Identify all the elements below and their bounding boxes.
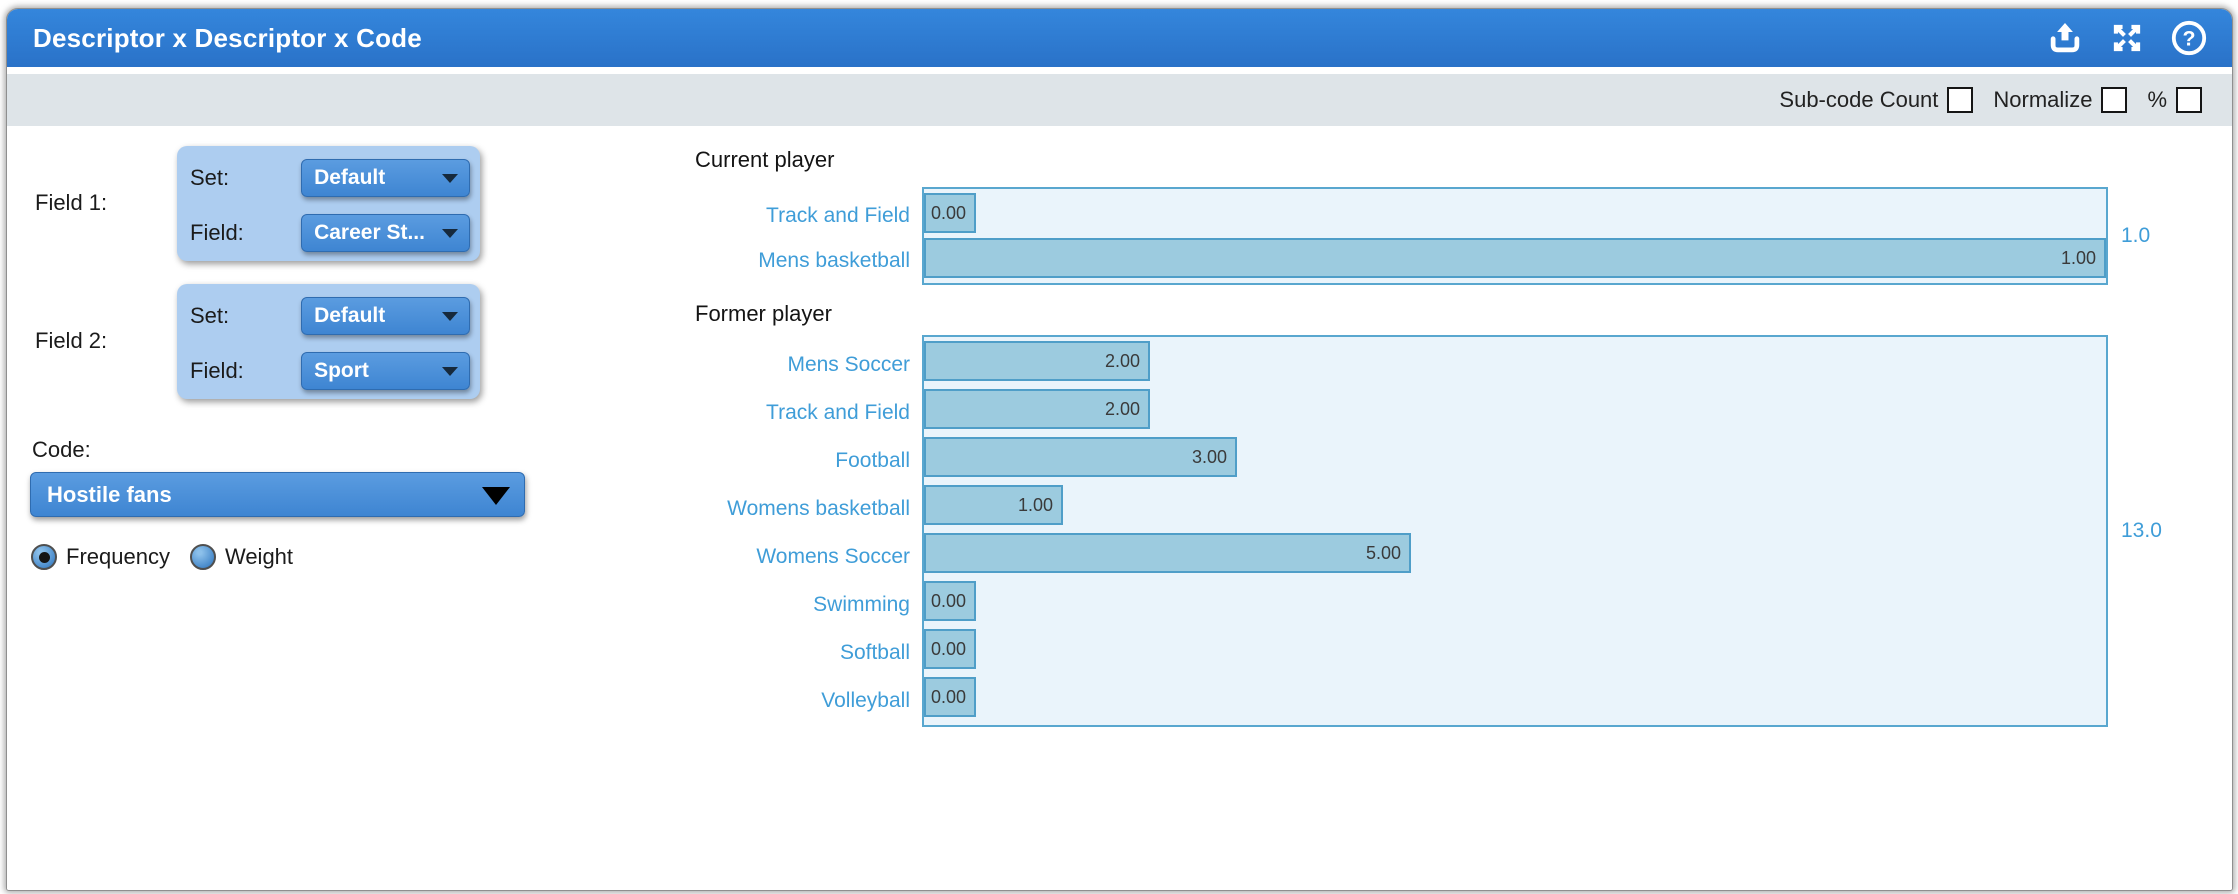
bar[interactable]: 5.00 xyxy=(924,533,1411,573)
measure-options: Frequency Weight xyxy=(31,544,313,570)
plot-area: 2.00 2.00 3.00 1.00 5.00 0.00 0.00 0.00 13.0 xyxy=(922,335,2162,727)
field1-box: Set: Default Field: Career St... xyxy=(177,146,480,261)
plot-area: 0.00 1.00 1.0 xyxy=(922,187,2150,285)
field2-set-label: Set: xyxy=(190,303,230,328)
chevron-down-icon xyxy=(442,367,458,376)
bar[interactable]: 3.00 xyxy=(924,437,1237,477)
radio-dot xyxy=(38,551,50,563)
radio-button[interactable] xyxy=(31,544,57,570)
group-label: Former player xyxy=(695,301,832,326)
field2-field-value: Sport xyxy=(314,359,369,382)
category-label: Softball xyxy=(839,641,910,664)
checkbox[interactable] xyxy=(2176,87,2202,113)
bar-value-label: 0.00 xyxy=(930,638,966,659)
group-total-label: 1.0 xyxy=(2121,224,2151,247)
field1-set-value: Default xyxy=(314,166,386,189)
field1-set-dropdown[interactable]: Default xyxy=(301,159,470,197)
bar[interactable]: 0.00 xyxy=(924,677,976,717)
field1-field-dropdown[interactable]: Career St... xyxy=(301,214,470,252)
checkbox-label: Sub-code Count xyxy=(1779,87,1939,112)
bar[interactable]: 0.00 xyxy=(924,629,976,669)
chevron-down-icon xyxy=(442,174,458,183)
chart-group: Current player Track and Field Mens basket… xyxy=(597,146,2217,285)
radio-label: Weight xyxy=(224,544,294,569)
bar-value-label: 5.00 xyxy=(1365,542,1401,563)
chevron-down-icon xyxy=(442,229,458,238)
category-label: Football xyxy=(835,449,910,472)
chevron-down-icon xyxy=(442,312,458,321)
category-labels: Mens Soccer Track and Field Football Womens… xyxy=(597,335,922,727)
bar-value-label: 3.00 xyxy=(1191,446,1227,467)
bar-value-label: 1.00 xyxy=(1017,494,1053,515)
category-label: Womens basketball xyxy=(727,497,910,520)
titlebar: Descriptor x Descriptor x Code ? xyxy=(7,9,2232,67)
field2-box: Set: Default Field: Sport xyxy=(177,284,480,399)
field2-field-label: Field: xyxy=(190,358,244,383)
toolbar: Sub-code Count Normalize% xyxy=(7,67,2232,126)
bar[interactable]: 2.00 xyxy=(924,341,1150,381)
field2-label: Field 2: xyxy=(35,328,108,353)
field2-set-value: Default xyxy=(314,304,386,327)
bar-value-label: 2.00 xyxy=(1104,398,1140,419)
field2-set-dropdown[interactable]: Default xyxy=(301,297,470,335)
chevron-down-icon xyxy=(482,486,510,505)
toolbar-checkbox-item: % xyxy=(2147,87,2202,113)
toolbar-checkbox-item: Sub-code Count xyxy=(1779,87,1974,113)
category-label: Womens Soccer xyxy=(756,545,910,568)
field1-label: Field 1: xyxy=(35,190,108,215)
category-label: Track and Field xyxy=(766,203,910,227)
field2-field-dropdown[interactable]: Sport xyxy=(301,352,470,390)
group-total-label: 13.0 xyxy=(2121,519,2162,542)
export-icon[interactable] xyxy=(2046,19,2084,57)
code-value: Hostile fans xyxy=(47,481,172,507)
content-area: Field 1: Set: Default Field: Career St..… xyxy=(7,126,2232,890)
field1-field-value: Career St... xyxy=(314,221,425,244)
help-icon[interactable]: ? xyxy=(2170,19,2208,57)
bar-value-label: 0.00 xyxy=(930,686,966,707)
bar[interactable]: 0.00 xyxy=(924,193,976,233)
category-labels: Track and Field Mens basketball xyxy=(597,187,922,285)
toolbar-checkbox-item: Normalize xyxy=(1993,87,2128,113)
checkbox-label: % xyxy=(2147,87,2167,112)
category-label: Mens Soccer xyxy=(787,353,910,376)
checkbox-label: Normalize xyxy=(1993,87,2093,112)
bar-value-label: 0.00 xyxy=(930,590,966,611)
chart-group: Former player Mens Soccer Track and Field F… xyxy=(597,300,2217,727)
svg-text:?: ? xyxy=(2182,27,2195,51)
bar[interactable]: 1.00 xyxy=(924,485,1063,525)
group-label: Current player xyxy=(695,147,835,172)
category-label: Track and Field xyxy=(766,401,910,424)
bar[interactable]: 0.00 xyxy=(924,581,976,621)
field1-set-label: Set: xyxy=(190,165,230,190)
field1-field-label: Field: xyxy=(190,220,244,245)
category-label: Swimming xyxy=(813,593,910,616)
bar-value-label: 2.00 xyxy=(1104,350,1140,371)
radio-button[interactable] xyxy=(189,544,216,570)
bar-value-label: 1.00 xyxy=(2060,247,2096,268)
bar[interactable]: 2.00 xyxy=(924,389,1150,429)
expand-icon[interactable] xyxy=(2108,19,2146,57)
category-label: Mens basketball xyxy=(758,248,910,272)
bar-value-label: 0.00 xyxy=(930,202,966,223)
radio-label: Frequency xyxy=(66,544,170,569)
checkbox[interactable] xyxy=(1947,87,1974,113)
bar[interactable]: 1.00 xyxy=(924,238,2106,278)
code-label: Code: xyxy=(32,437,91,462)
category-label: Volleyball xyxy=(821,689,910,712)
window-title: Descriptor x Descriptor x Code xyxy=(33,22,422,53)
descriptor-window: Descriptor x Descriptor x Code ? Sub-cod… xyxy=(6,8,2233,891)
chart: Current player Track and Field Mens basket… xyxy=(597,146,2217,727)
checkbox[interactable] xyxy=(2101,87,2128,113)
titlebar-icons: ? xyxy=(2046,19,2208,57)
code-dropdown[interactable]: Hostile fans xyxy=(30,472,525,517)
